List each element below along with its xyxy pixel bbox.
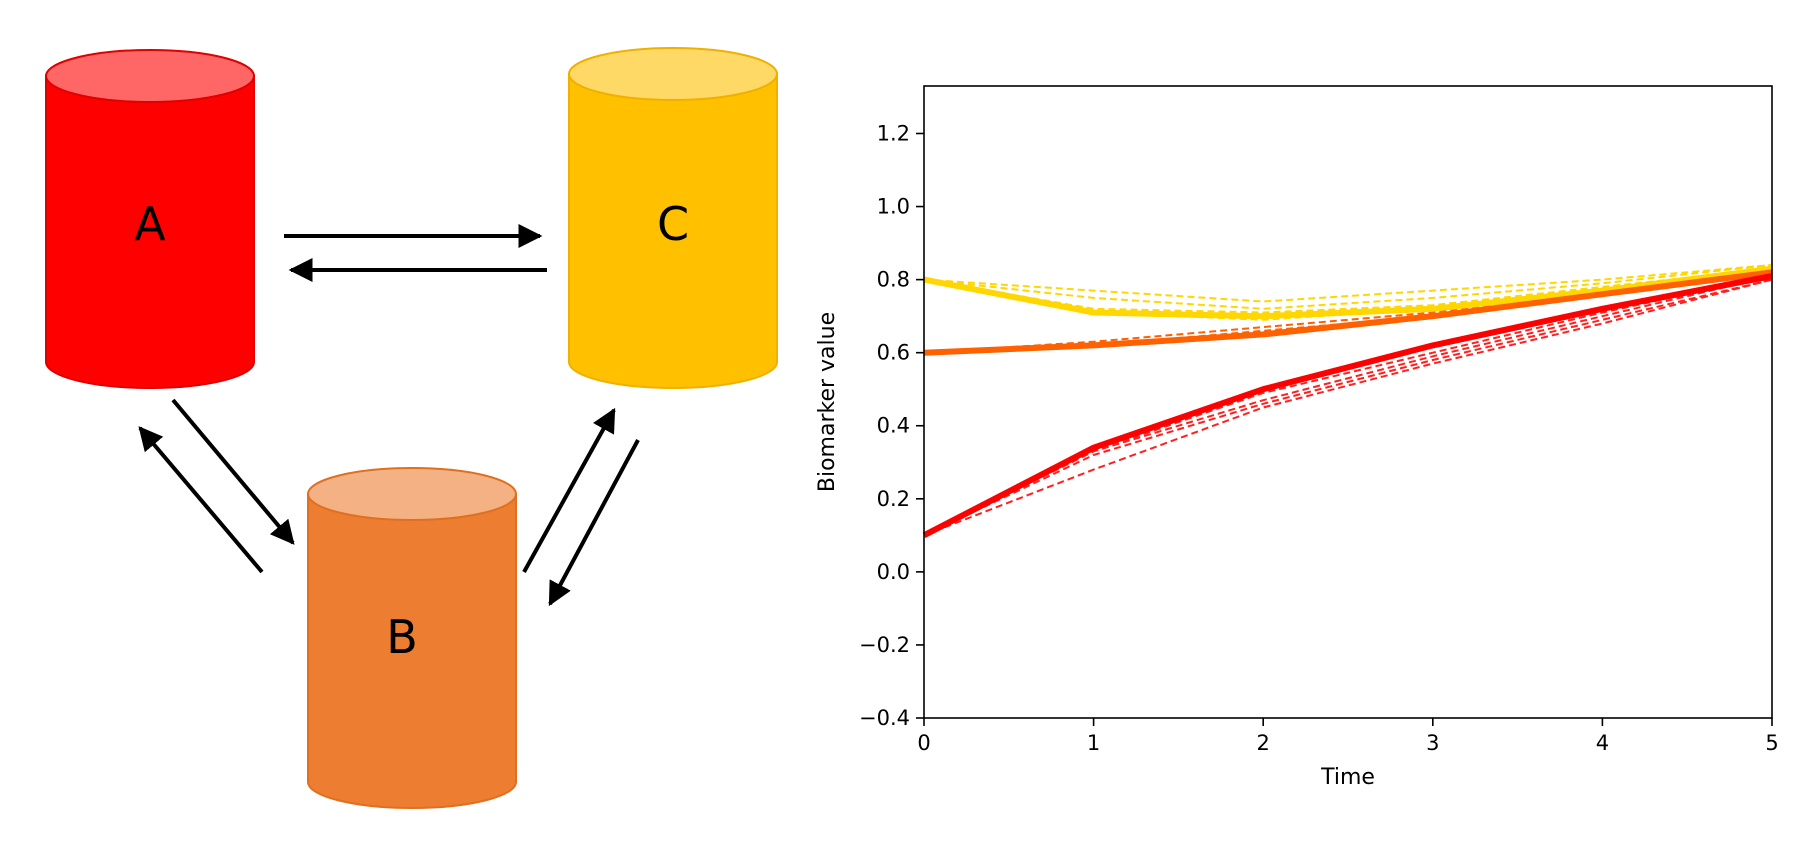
- x-axis: 0 1 2 3 4 5: [917, 718, 1779, 755]
- series-line-b-solid-11: [923, 269, 1773, 356]
- series-line-a-dashed-8: [923, 278, 1773, 537]
- arrow-c-to-b: [548, 439, 640, 607]
- x-tick-label: 5: [1765, 731, 1778, 755]
- node-c-cylinder: C: [568, 47, 778, 389]
- y-tick-label: −0.4: [859, 706, 910, 730]
- y-tick-label: 0.6: [877, 341, 910, 365]
- series-line-c-dashed-1: [923, 264, 1773, 310]
- y-axis-title: Biomarker value: [815, 312, 840, 492]
- series-layer: [922, 264, 1773, 538]
- series-line-c-dashed-0: [923, 264, 1773, 303]
- x-axis-title: Time: [1320, 765, 1375, 790]
- y-tick-label: 0.4: [877, 414, 910, 438]
- x-tick-label: 2: [1257, 731, 1270, 755]
- node-a-label: A: [134, 197, 166, 251]
- y-tick-label: 1.2: [877, 121, 910, 145]
- y-tick-label: 1.0: [877, 195, 910, 219]
- y-tick-label: −0.2: [859, 633, 910, 657]
- plot-frame: [923, 85, 1773, 719]
- node-a-cylinder: A: [45, 49, 255, 389]
- arrow-b-to-c: [522, 407, 616, 573]
- series-line-a-solid-12: [922, 273, 1773, 538]
- y-axis: −0.4 −0.2 0.0 0.2 0.4 0.6 0.8 1.0 1.2: [859, 121, 924, 730]
- arrow-b-to-a: [138, 426, 264, 574]
- y-tick-label: 0.2: [877, 487, 910, 511]
- arrow-a-to-b: [171, 398, 295, 545]
- series-line-c-solid-10: [923, 265, 1773, 320]
- node-c-label: C: [657, 197, 689, 251]
- x-tick-label: 0: [917, 731, 930, 755]
- state-diagram: A C B: [45, 47, 778, 809]
- node-b-label: B: [386, 610, 418, 664]
- x-tick-label: 3: [1426, 731, 1439, 755]
- x-tick-label: 4: [1596, 731, 1609, 755]
- series-line-c-dashed-2: [923, 267, 1773, 314]
- series-line-a-dashed-9: [923, 278, 1773, 537]
- line-chart: 0 1 2 3 4 5 −0.4 −0.2 0.0 0.2 0.4 0.6 0.8 1.0 1.2 Tim…: [815, 85, 1779, 790]
- y-tick-label: 0.0: [877, 560, 910, 584]
- y-tick-label: 0.8: [877, 268, 910, 292]
- x-tick-label: 1: [1087, 731, 1100, 755]
- node-b-cylinder: B: [307, 467, 517, 809]
